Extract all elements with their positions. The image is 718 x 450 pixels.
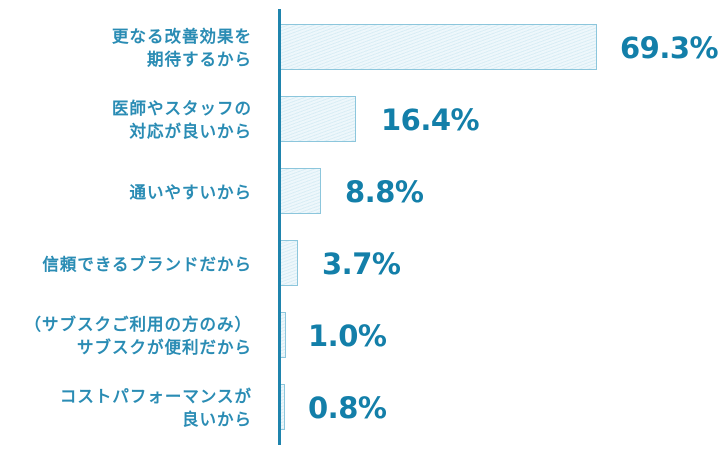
bar-row-4: 信頼できるブランドだから 3.7% xyxy=(0,240,718,288)
value-label: 8.8% xyxy=(345,175,424,209)
category-label: 通いやすいから xyxy=(130,168,253,216)
bar xyxy=(281,96,356,142)
category-label: （サブスクご利用の方のみ） サブスクが便利だから xyxy=(25,312,253,360)
bar xyxy=(281,312,286,358)
bar-row-1: 更なる改善効果を 期待するから 69.3% xyxy=(0,24,718,72)
bar-row-3: 通いやすいから 8.8% xyxy=(0,168,718,216)
y-axis-line xyxy=(278,9,281,445)
category-label-line2: 期待するから xyxy=(147,50,252,69)
bar-row-6: コストパフォーマンスが 良いから 0.8% xyxy=(0,384,718,432)
category-label-line1: 医師やスタッフの xyxy=(112,99,252,118)
value-label: 1.0% xyxy=(308,319,387,353)
category-label: 医師やスタッフの 対応が良いから xyxy=(112,96,252,144)
category-label: 信頼できるブランドだから xyxy=(42,240,252,288)
bar-row-5: （サブスクご利用の方のみ） サブスクが便利だから 1.0% xyxy=(0,312,718,360)
category-label-line2: 対応が良いから xyxy=(129,122,252,141)
bar xyxy=(281,240,298,286)
category-label: 更なる改善効果を 期待するから xyxy=(112,24,252,72)
category-label-line1: 通いやすいから xyxy=(129,182,252,202)
bar-row-2: 医師やスタッフの 対応が良いから 16.4% xyxy=(0,96,718,144)
category-label-line2: サブスクが便利だから xyxy=(77,338,252,357)
bar xyxy=(281,24,597,70)
value-label: 0.8% xyxy=(308,391,387,425)
bar xyxy=(281,168,321,214)
category-label-line1: 信頼できるブランドだから xyxy=(42,254,252,274)
category-label-line1: （サブスクご利用の方のみ） xyxy=(24,315,252,334)
value-label: 16.4% xyxy=(381,103,480,137)
bar xyxy=(281,384,285,430)
category-label-line1: 更なる改善効果を xyxy=(112,27,252,46)
value-label: 69.3% xyxy=(620,31,718,65)
value-label: 3.7% xyxy=(322,247,401,281)
category-label-line2: 良いから xyxy=(182,410,252,429)
category-label: コストパフォーマンスが 良いから xyxy=(60,384,252,432)
category-label-line1: コストパフォーマンスが xyxy=(59,387,252,406)
